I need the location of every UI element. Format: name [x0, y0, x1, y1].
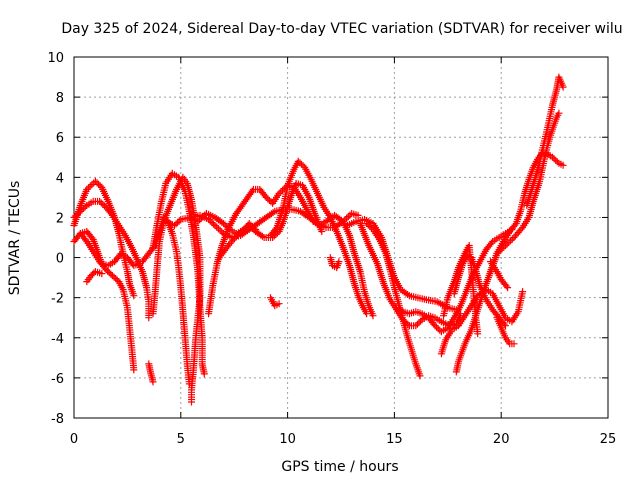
series-arc-14 — [267, 294, 283, 310]
x-tick-label: 15 — [386, 432, 403, 447]
series-markers — [145, 360, 157, 386]
series-markers — [83, 268, 106, 286]
series-markers — [523, 73, 567, 209]
series-markers — [267, 294, 283, 310]
y-tick-label: 2 — [56, 211, 64, 226]
x-axis: 0 5 10 15 20 25 — [70, 57, 616, 447]
y-tick-label: -2 — [51, 292, 64, 307]
series-arc-9 — [149, 173, 204, 406]
series-markers — [70, 197, 153, 322]
series-markers — [138, 213, 193, 388]
series-markers — [437, 286, 527, 358]
series-arc-12 — [205, 181, 377, 320]
series-arc-16 — [326, 254, 343, 272]
series-arc-7 — [145, 360, 157, 386]
series-arc-27 — [487, 109, 563, 276]
series-arc-23 — [437, 286, 527, 358]
series-markers — [267, 157, 371, 318]
plot-frame — [73, 56, 609, 419]
x-axis-label: GPS time / hours — [281, 459, 398, 475]
y-tick-label: -4 — [51, 332, 64, 347]
y-axis-label: SDTVAR / TECUs — [7, 181, 23, 296]
y-tick-label: -8 — [51, 412, 64, 427]
series-arc-5 — [83, 268, 106, 286]
x-tick-label: 0 — [70, 432, 78, 447]
series-markers — [76, 228, 144, 270]
series-arc-2 — [70, 197, 153, 322]
y-axis: -8 -6 -4 -2 0 2 4 6 8 10 — [47, 51, 608, 427]
series-markers — [205, 181, 377, 320]
series-arc-6 — [138, 213, 193, 388]
x-tick-label: 10 — [279, 432, 296, 447]
y-tick-label: 0 — [56, 252, 64, 267]
series-arc-13 — [215, 179, 326, 262]
series-markers — [326, 254, 343, 272]
chart-title: Day 325 of 2024, Sidereal Day-to-day VTE… — [61, 21, 622, 37]
series-markers — [493, 314, 518, 348]
series-arc-8 — [149, 169, 208, 378]
data-points — [70, 73, 567, 406]
series-markers — [70, 230, 138, 374]
y-tick-label: 8 — [56, 91, 64, 106]
series-markers — [215, 179, 326, 262]
series-arc-28 — [523, 73, 567, 209]
y-tick-label: -6 — [51, 372, 64, 387]
series-markers — [487, 109, 563, 276]
x-tick-label: 20 — [493, 432, 510, 447]
series-arc-4 — [76, 228, 144, 270]
series-markers — [70, 177, 138, 300]
y-tick-label: 6 — [56, 131, 64, 146]
x-tick-label: 5 — [177, 432, 185, 447]
series-arc-3 — [70, 177, 138, 300]
series-arc-26 — [493, 314, 518, 348]
series-arc-15 — [267, 157, 371, 318]
y-tick-label: 4 — [56, 171, 64, 186]
series-arc-1 — [70, 230, 138, 374]
y-tick-label: 10 — [47, 51, 64, 66]
series-markers — [149, 169, 208, 378]
x-tick-label: 25 — [600, 432, 617, 447]
grid — [74, 57, 608, 418]
series-markers — [149, 173, 204, 406]
